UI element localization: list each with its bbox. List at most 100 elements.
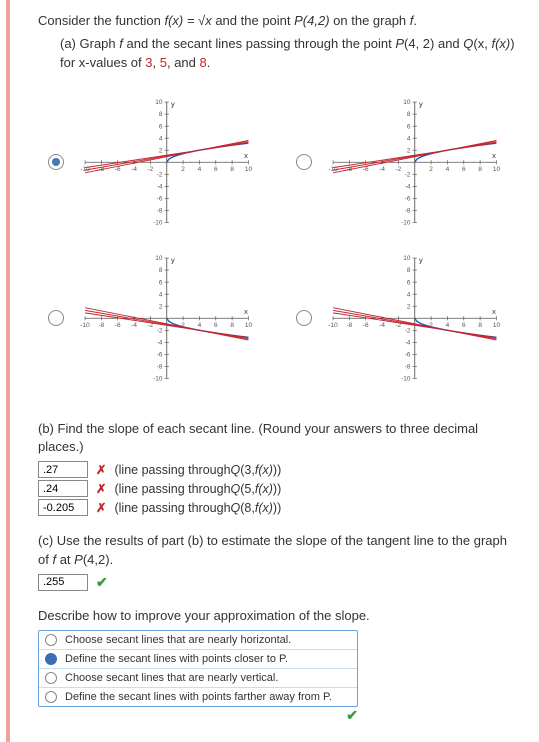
svg-text:-6: -6: [157, 195, 163, 202]
svg-text:-10: -10: [153, 219, 163, 226]
svg-text:-4: -4: [131, 322, 137, 329]
svg-text:-4: -4: [379, 322, 385, 329]
svg-text:4: 4: [445, 165, 449, 172]
t: f(x): [255, 501, 273, 515]
svg-text:4: 4: [159, 291, 163, 298]
svg-text:6: 6: [406, 279, 410, 286]
svg-text:8: 8: [478, 165, 482, 172]
svg-text:10: 10: [245, 322, 253, 329]
svg-text:8: 8: [230, 322, 234, 329]
t: at: [56, 552, 74, 567]
answer-input-b2[interactable]: [38, 499, 88, 516]
describe-options: Choose secant lines that are nearly hori…: [38, 630, 358, 707]
svg-text:4: 4: [198, 322, 202, 329]
t: ,: [153, 55, 160, 70]
svg-text:6: 6: [214, 165, 218, 172]
radio-icon: [45, 634, 57, 646]
t: Q: [231, 501, 241, 515]
svg-text:-2: -2: [404, 327, 410, 334]
svg-text:8: 8: [406, 111, 410, 118]
part-b-answers: ✗(line passing through Q(3, f(x)))✗(line…: [38, 461, 521, 516]
svg-text:-4: -4: [131, 165, 137, 172]
t: (line passing through: [114, 482, 230, 496]
x-icon: ✗: [96, 462, 106, 477]
t: (a) Graph: [60, 36, 119, 51]
t: Q: [231, 482, 241, 496]
option-label: Define the secant lines with points clos…: [65, 653, 288, 665]
svg-text:-4: -4: [157, 340, 163, 347]
t: f(x): [255, 482, 273, 496]
svg-text:-4: -4: [157, 183, 163, 190]
svg-text:-2: -2: [395, 165, 401, 172]
answer-row: ✗(line passing through Q(8, f(x))): [38, 499, 521, 516]
svg-text:-4: -4: [404, 340, 410, 347]
chart: -10-8-6-4-2246810-10-8-6-4-2246810xy: [318, 243, 512, 394]
part-a-text: (a) Graph f and the secant lines passing…: [60, 35, 521, 73]
svg-text:-8: -8: [404, 207, 410, 214]
t: )): [273, 501, 281, 515]
t: (3,: [240, 463, 255, 477]
t: Q: [463, 36, 473, 51]
t: (5,: [240, 482, 255, 496]
chart-option[interactable]: -10-8-6-4-2246810-10-8-6-4-2246810xy: [296, 243, 512, 394]
svg-text:-6: -6: [404, 352, 410, 359]
t: (8,: [240, 501, 255, 515]
t: on the graph: [333, 13, 410, 28]
describe-prompt: Describe how to improve your approximati…: [38, 607, 521, 626]
chart: -10-8-6-4-2246810-10-8-6-4-2246810xy: [318, 87, 512, 238]
radio-icon[interactable]: [48, 310, 64, 326]
svg-text:-10: -10: [153, 376, 163, 383]
t: .: [207, 55, 211, 70]
svg-text:8: 8: [159, 111, 163, 118]
chart-option[interactable]: -10-8-6-4-2246810-10-8-6-4-2246810xy: [48, 87, 264, 238]
radio-icon[interactable]: [296, 310, 312, 326]
svg-text:6: 6: [461, 165, 465, 172]
svg-text:10: 10: [492, 322, 500, 329]
t: )): [273, 482, 281, 496]
svg-text:6: 6: [461, 322, 465, 329]
t: .: [413, 13, 417, 28]
svg-text:-8: -8: [346, 322, 352, 329]
chart-option[interactable]: -10-8-6-4-2246810-10-8-6-4-2246810xy: [296, 87, 512, 238]
option-label: Choose secant lines that are nearly hori…: [65, 634, 291, 646]
x-icon: ✗: [96, 481, 106, 496]
svg-text:2: 2: [159, 303, 163, 310]
svg-text:10: 10: [403, 255, 411, 262]
radio-icon[interactable]: [296, 154, 312, 170]
fx: f(x) = √x: [164, 13, 211, 28]
svg-text:-10: -10: [80, 322, 90, 329]
xval: 3: [145, 55, 152, 70]
svg-text:2: 2: [429, 165, 433, 172]
svg-text:y: y: [419, 255, 423, 264]
radio-icon[interactable]: [48, 154, 64, 170]
svg-text:y: y: [419, 99, 423, 108]
svg-text:y: y: [171, 255, 175, 264]
svg-text:-6: -6: [157, 352, 163, 359]
answer-input-c[interactable]: [38, 574, 88, 591]
option-label: Choose secant lines that are nearly vert…: [65, 672, 278, 684]
svg-text:4: 4: [445, 322, 449, 329]
svg-text:2: 2: [181, 165, 185, 172]
describe-option[interactable]: Define the secant lines with points fart…: [39, 688, 357, 706]
part-c-text: (c) Use the results of part (b) to estim…: [38, 532, 521, 570]
chart-options-grid: -10 -8 -6 -4 -2 2 4 6 8 10 -10 -8 -6 -4 -2 2 4 6 8 10 x y -10 -…: [48, 87, 511, 394]
svg-text:-2: -2: [157, 327, 163, 334]
svg-text:-6: -6: [404, 195, 410, 202]
answer-input-b1[interactable]: [38, 480, 88, 497]
describe-option[interactable]: Choose secant lines that are nearly vert…: [39, 669, 357, 688]
describe-option[interactable]: Define the secant lines with points clos…: [39, 650, 357, 669]
t: P: [395, 36, 404, 51]
svg-text:2: 2: [406, 147, 410, 154]
chart: -10-8-6-4-2246810-10-8-6-4-2246810xy: [70, 243, 264, 394]
describe-option[interactable]: Choose secant lines that are nearly hori…: [39, 631, 357, 650]
svg-text:-10: -10: [401, 376, 411, 383]
svg-text:-6: -6: [115, 322, 121, 329]
t: )): [273, 463, 281, 477]
x-icon: ✗: [96, 500, 106, 515]
svg-text:x: x: [492, 307, 496, 316]
answer-input-b0[interactable]: [38, 461, 88, 478]
svg-text:-8: -8: [404, 364, 410, 371]
t: (4, 2) and: [404, 36, 463, 51]
chart-option[interactable]: -10-8-6-4-2246810-10-8-6-4-2246810xy: [48, 243, 264, 394]
xval: 5: [160, 55, 167, 70]
